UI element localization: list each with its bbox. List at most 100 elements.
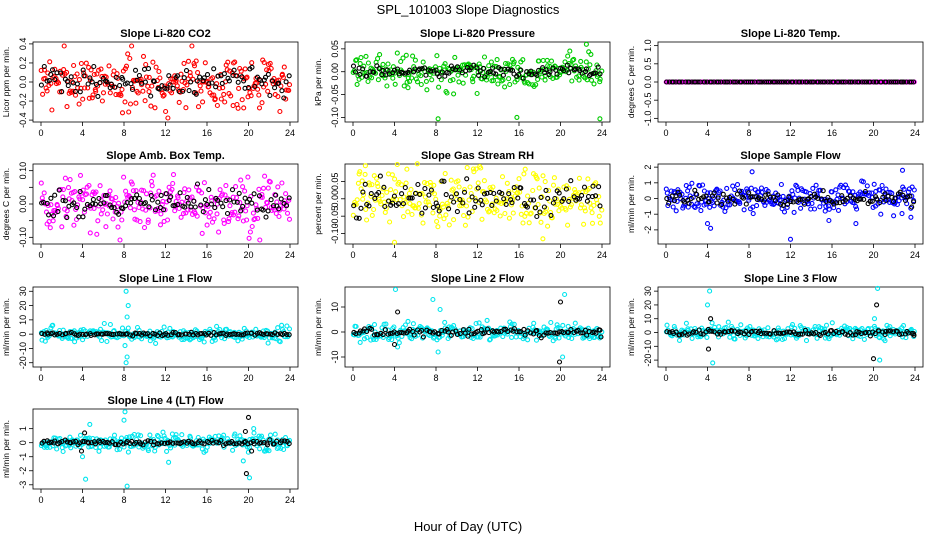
data-point	[89, 192, 95, 198]
data-point	[490, 184, 496, 190]
data-point	[365, 60, 371, 66]
data-point	[421, 180, 428, 186]
data-point	[566, 198, 572, 204]
data-point	[270, 203, 277, 209]
data-point	[216, 229, 222, 235]
data-point	[889, 194, 895, 200]
data-point	[123, 63, 130, 69]
data-point	[568, 327, 574, 333]
data-point	[414, 79, 421, 85]
data-point	[585, 193, 592, 200]
data-point	[509, 321, 515, 327]
data-point	[360, 66, 366, 72]
data-point	[694, 191, 700, 198]
data-point	[183, 331, 189, 337]
data-point	[356, 215, 362, 221]
data-point	[527, 330, 534, 336]
data-point	[726, 329, 732, 335]
data-point	[877, 357, 883, 363]
data-point	[223, 183, 229, 189]
data-point	[741, 207, 747, 213]
data-point	[797, 196, 803, 203]
data-point	[142, 200, 148, 206]
x-tick-label: 8	[121, 373, 126, 383]
data-point	[68, 74, 74, 80]
data-point	[442, 61, 448, 67]
data-point	[183, 105, 189, 111]
data-point	[148, 103, 154, 109]
data-point	[129, 181, 135, 187]
data-point	[797, 79, 803, 85]
data-point	[823, 322, 830, 328]
data-point	[595, 64, 601, 70]
data-point	[371, 336, 377, 343]
data-point	[191, 198, 197, 204]
data-point	[415, 205, 421, 211]
data-point	[212, 96, 218, 102]
data-point	[405, 85, 411, 91]
data-point	[507, 67, 514, 73]
data-point	[404, 166, 410, 172]
x-tick-label: 20	[868, 250, 878, 260]
data-point	[135, 90, 141, 96]
data-point	[199, 330, 205, 337]
data-point	[811, 206, 818, 212]
data-point	[469, 194, 475, 200]
data-point	[732, 336, 738, 342]
data-point	[448, 194, 454, 200]
y-tick-label: -20	[18, 356, 28, 369]
data-point	[394, 161, 400, 168]
data-point	[190, 441, 196, 447]
data-point	[715, 195, 721, 201]
data-point	[413, 76, 419, 82]
data-point	[193, 91, 199, 97]
data-point	[149, 197, 155, 203]
x-tick-label: 24	[597, 373, 607, 383]
data-point	[153, 193, 159, 199]
data-point	[265, 331, 271, 337]
data-point	[450, 77, 456, 83]
data-point	[577, 68, 583, 74]
data-point	[515, 195, 521, 201]
data-point	[730, 196, 736, 203]
data-point	[213, 332, 219, 338]
data-point	[393, 189, 399, 195]
data-point	[186, 88, 192, 94]
data-point	[81, 73, 87, 79]
data-point	[545, 223, 551, 229]
data-point	[143, 207, 149, 213]
data-point	[439, 201, 445, 207]
data-point	[509, 200, 515, 206]
data-point	[50, 322, 56, 328]
data-point	[408, 195, 414, 201]
data-point	[49, 67, 56, 73]
data-point	[222, 192, 228, 198]
data-point	[170, 172, 177, 178]
data-point	[413, 205, 419, 211]
y-tick-label: 0.5	[643, 58, 653, 71]
data-point	[109, 204, 115, 210]
data-point	[194, 78, 200, 84]
data-point	[548, 209, 554, 215]
data-point	[199, 230, 205, 236]
data-point	[369, 182, 375, 188]
data-point	[820, 188, 826, 194]
data-point	[874, 302, 880, 308]
data-point	[801, 201, 808, 207]
data-point	[127, 55, 133, 62]
data-point	[738, 79, 745, 85]
data-point	[74, 81, 80, 87]
data-point	[177, 190, 183, 196]
data-point	[822, 79, 828, 85]
data-point	[72, 339, 78, 345]
data-point	[475, 185, 481, 191]
data-point	[108, 81, 114, 87]
data-point	[246, 196, 253, 202]
data-point	[163, 108, 169, 115]
data-point	[362, 171, 368, 177]
data-point	[236, 190, 242, 196]
data-point	[152, 105, 158, 111]
data-point	[200, 209, 206, 215]
data-point	[535, 76, 541, 82]
data-point	[129, 86, 136, 93]
